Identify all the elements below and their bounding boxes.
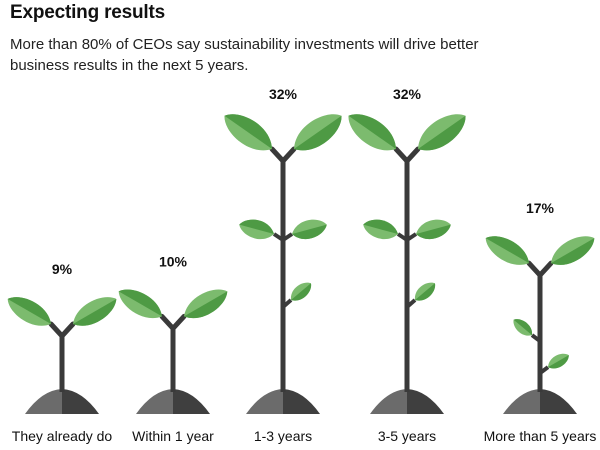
top-leaf-left bbox=[348, 114, 396, 151]
mid-leaf-right bbox=[292, 219, 327, 240]
stem-fork-right bbox=[170, 313, 187, 331]
stem-fork-right bbox=[537, 260, 554, 278]
plant-bar-2: 32% 1-3 years bbox=[224, 86, 342, 444]
side-branch bbox=[405, 232, 418, 242]
small-leaf-right bbox=[290, 282, 312, 301]
top-leaf-right bbox=[73, 297, 117, 326]
small-leaf-left-shade bbox=[513, 319, 533, 336]
side-branch bbox=[538, 365, 550, 375]
stem-fork-left bbox=[48, 321, 65, 339]
category-label: Within 1 year bbox=[132, 428, 214, 444]
mid-leaf-left-shade bbox=[239, 219, 274, 234]
top-leaf-right bbox=[418, 114, 466, 151]
mid-leaf-right bbox=[416, 219, 451, 240]
mid-leaf-right-shade bbox=[292, 224, 327, 240]
side-branch bbox=[396, 232, 409, 242]
small-leaf-right-shade bbox=[548, 355, 569, 369]
top-leaf-left bbox=[224, 114, 272, 151]
top-leaf-left-shade bbox=[348, 114, 396, 149]
value-label: 32% bbox=[269, 86, 298, 102]
top-leaf-left-shade bbox=[7, 297, 51, 324]
top-leaf-left bbox=[485, 236, 529, 265]
small-leaf-right-shade bbox=[415, 283, 436, 301]
chart-subtitle: More than 80% of CEOs say sustainability… bbox=[10, 36, 479, 74]
top-leaf-left bbox=[118, 289, 162, 319]
plant-bar-0: 9% They already do bbox=[7, 261, 117, 444]
top-leaf-left-shade bbox=[118, 289, 162, 317]
top-leaf-right bbox=[551, 236, 595, 265]
top-leaf-right-shade bbox=[294, 115, 342, 151]
side-branch bbox=[530, 333, 542, 343]
category-label: More than 5 years bbox=[484, 428, 597, 444]
soil-mound-shade bbox=[540, 389, 577, 414]
stem-fork-right bbox=[59, 321, 76, 339]
soil-mound bbox=[246, 389, 283, 414]
small-leaf-left bbox=[513, 319, 533, 336]
mid-leaf-left bbox=[239, 219, 274, 240]
soil-mound-shade bbox=[173, 389, 210, 414]
soil-mound-shade bbox=[62, 389, 99, 414]
stem-fork-right bbox=[280, 146, 297, 164]
top-leaf-left bbox=[7, 297, 51, 326]
soil-mound-shade bbox=[283, 389, 320, 414]
top-leaf-right bbox=[294, 114, 342, 151]
soil-mound bbox=[370, 389, 407, 414]
top-leaf-right-shade bbox=[418, 115, 466, 151]
value-label: 10% bbox=[159, 253, 188, 269]
top-leaf-right-shade bbox=[551, 238, 595, 265]
top-leaf-left-shade bbox=[224, 114, 272, 149]
small-leaf-right-shade bbox=[291, 283, 312, 301]
top-leaf-right-shade bbox=[73, 299, 117, 326]
chart-title: Expecting results bbox=[10, 2, 165, 23]
top-leaf-left-shade bbox=[485, 236, 529, 264]
mid-leaf-left-shade bbox=[363, 219, 398, 234]
value-label: 17% bbox=[526, 200, 555, 216]
category-label: They already do bbox=[12, 428, 113, 444]
plant-bar-4: 17% More than 5 years bbox=[484, 200, 597, 444]
plant-bar-1: 10% Within 1 year bbox=[118, 253, 228, 444]
value-label: 32% bbox=[393, 86, 422, 102]
side-branch bbox=[272, 232, 285, 242]
soil-mound bbox=[136, 389, 173, 414]
mid-leaf-left bbox=[363, 219, 398, 240]
soil-mound-shade bbox=[407, 389, 444, 414]
category-label: 1-3 years bbox=[254, 428, 312, 444]
stem-fork-left bbox=[159, 313, 176, 331]
side-branch bbox=[281, 298, 293, 309]
small-leaf-right bbox=[414, 282, 436, 301]
value-label: 9% bbox=[52, 261, 73, 277]
stem-fork-right bbox=[404, 146, 421, 164]
soil-mound bbox=[503, 389, 540, 414]
top-leaf-right-shade bbox=[184, 291, 228, 319]
stem-fork-left bbox=[269, 146, 286, 164]
category-label: 3-5 years bbox=[378, 428, 436, 444]
top-leaf-right bbox=[184, 289, 228, 319]
plant-bar-3: 32% 3-5 years bbox=[348, 86, 466, 444]
small-leaf-right bbox=[548, 353, 569, 369]
stem-fork-left bbox=[393, 146, 410, 164]
side-branch bbox=[281, 232, 294, 242]
mid-leaf-right-shade bbox=[416, 224, 451, 240]
side-branch bbox=[405, 298, 417, 309]
soil-mound bbox=[25, 389, 62, 414]
stem-fork-left bbox=[526, 260, 543, 278]
